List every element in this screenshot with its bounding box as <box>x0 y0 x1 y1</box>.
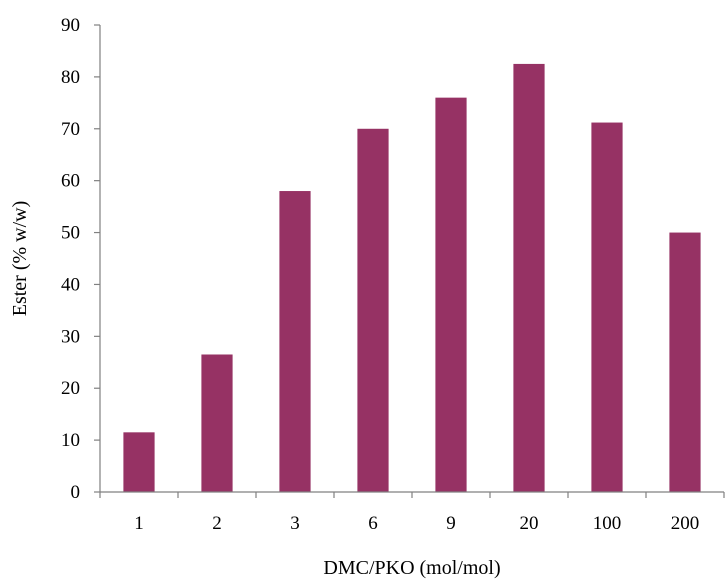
x-tick-label: 200 <box>671 513 700 534</box>
x-tick-label: 1 <box>134 513 144 534</box>
x-axis-title: DMC/PKO (mol/mol) <box>323 557 500 579</box>
y-tick-label: 60 <box>61 171 80 192</box>
bar-100 <box>591 122 623 492</box>
x-tick-label: 100 <box>593 513 622 534</box>
y-axis-title: Ester (% w/w) <box>9 201 31 317</box>
x-tick-label: 9 <box>446 513 456 534</box>
bar-3 <box>279 191 311 493</box>
bar-2 <box>201 354 233 492</box>
x-tick-label: 6 <box>368 513 378 534</box>
bars <box>123 63 701 493</box>
y-tick-label: 90 <box>61 15 80 36</box>
y-tick-label: 30 <box>61 326 80 347</box>
y-tick-label: 10 <box>61 430 80 451</box>
y-tick-label: 80 <box>61 67 80 88</box>
bar-20 <box>513 63 545 493</box>
y-tick-label: 50 <box>61 223 80 244</box>
y-tick-label: 40 <box>61 274 80 295</box>
y-tick-label: 20 <box>61 378 80 399</box>
y-tick-label: 0 <box>71 482 81 503</box>
y-tick-label: 70 <box>61 119 80 140</box>
x-axis-ticks: 1 2 3 6 9 20 100 200 <box>99 492 725 534</box>
bar-6 <box>357 128 389 492</box>
x-tick-label: 3 <box>290 513 300 534</box>
x-tick-label: 20 <box>520 513 539 534</box>
y-axis-ticks: 0 10 20 30 40 50 60 70 80 90 <box>61 15 100 503</box>
bar-1 <box>123 432 155 492</box>
x-tick-label: 2 <box>212 513 222 534</box>
bar-200 <box>669 232 701 493</box>
bar-9 <box>435 97 467 493</box>
